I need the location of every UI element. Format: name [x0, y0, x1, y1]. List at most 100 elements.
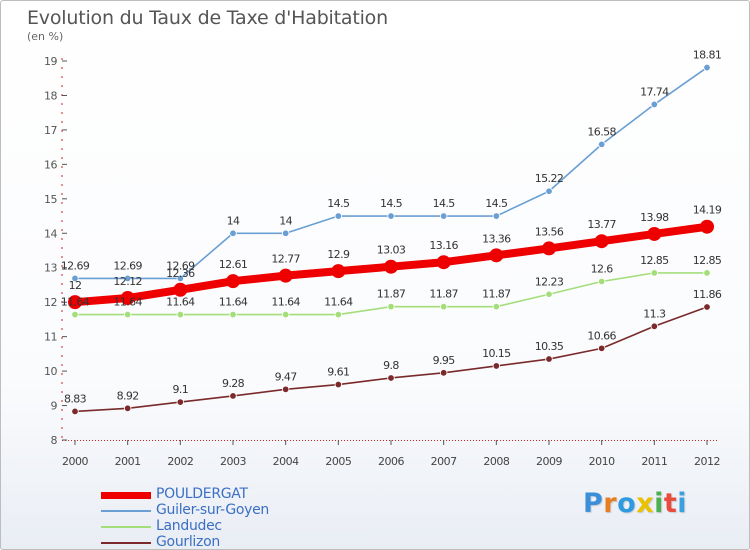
point-guiler-sur-goyen-2012 [703, 63, 711, 72]
legend-swatch-landudec [101, 526, 151, 528]
y-tick-label-8: 8 [51, 434, 58, 447]
data-label-guiler-sur-goyen-2006: 14.5 [380, 197, 403, 210]
point-pouldergat-2007 [436, 255, 451, 270]
point-guiler-sur-goyen-2009 [545, 187, 553, 195]
data-label-guiler-sur-goyen-2008: 14.5 [485, 197, 508, 210]
x-tick-label-2010: 2010 [589, 455, 615, 468]
data-label-landudec-2011: 12.85 [640, 254, 669, 267]
legend-label-landudec: Landudec [156, 518, 222, 534]
x-tick-label-2006: 2006 [378, 455, 404, 468]
point-pouldergat-2011 [647, 226, 662, 241]
data-label-pouldergat-2003: 12.61 [219, 258, 248, 271]
legend-label-pouldergat: POULDERGAT [156, 486, 248, 502]
point-pouldergat-2003 [226, 274, 240, 289]
point-landudec-2010 [597, 277, 606, 286]
point-landudec-2007 [439, 302, 448, 311]
logo-letter-4: i [654, 488, 664, 519]
point-guiler-sur-goyen-2011 [650, 100, 659, 109]
legend-label-gourlizon: Gourlizon [156, 534, 220, 550]
data-label-gourlizon-2010: 10.66 [587, 329, 616, 342]
point-pouldergat-2006 [384, 259, 398, 274]
data-label-guiler-sur-goyen-2003: 14 [227, 214, 240, 227]
data-label-guiler-sur-goyen-2001: 12.69 [113, 259, 142, 272]
data-label-landudec-2004: 11.64 [271, 296, 300, 309]
x-tick-label-2000: 2000 [62, 455, 88, 468]
point-pouldergat-2009 [542, 241, 556, 256]
point-landudec-2000 [71, 310, 79, 319]
data-label-gourlizon-2002: 9.1 [172, 383, 188, 396]
point-pouldergat-2001 [120, 291, 135, 306]
data-label-pouldergat-2009: 13.56 [535, 225, 564, 238]
x-tick-label-2008: 2008 [483, 455, 509, 468]
logo-letter-2: o [617, 488, 637, 519]
data-label-landudec-2007: 11.87 [429, 288, 458, 301]
data-label-guiler-sur-goyen-2009: 15.22 [535, 172, 564, 185]
x-tick-label-2001: 2001 [115, 455, 141, 468]
y-tick-label-16: 16 [44, 158, 57, 171]
data-label-gourlizon-2000: 8.83 [64, 392, 87, 405]
y-tick-label-11: 11 [44, 331, 57, 344]
y-tick-label-12: 12 [44, 296, 57, 309]
data-label-guiler-sur-goyen-2011: 17.74 [640, 85, 669, 98]
chart-title: Evolution du Taux de Taxe d'Habitation [27, 7, 388, 29]
point-pouldergat-2000 [68, 295, 82, 310]
point-gourlizon-2004 [281, 385, 290, 394]
point-pouldergat-2008 [489, 248, 504, 263]
y-tick-label-15: 15 [44, 193, 57, 206]
point-pouldergat-2010 [594, 234, 609, 249]
y-tick-label-19: 19 [44, 55, 57, 68]
data-label-landudec-2010: 12.6 [591, 263, 614, 276]
data-label-gourlizon-2009: 10.35 [535, 340, 564, 353]
data-label-landudec-2006: 11.87 [377, 288, 406, 301]
data-label-guiler-sur-goyen-2004: 14 [279, 214, 292, 227]
data-label-gourlizon-2007: 9.95 [433, 354, 456, 367]
point-guiler-sur-goyen-2007 [439, 212, 448, 220]
point-pouldergat-2004 [278, 268, 293, 283]
point-gourlizon-2010 [597, 344, 606, 353]
point-pouldergat-2012 [700, 219, 714, 234]
point-guiler-sur-goyen-2003 [229, 229, 237, 237]
data-label-pouldergat-2002: 12.36 [166, 267, 195, 280]
x-tick-label-2007: 2007 [431, 455, 457, 468]
point-landudec-2001 [123, 310, 132, 319]
point-gourlizon-2005 [334, 380, 343, 389]
point-gourlizon-2006 [387, 374, 395, 382]
legend-swatch-guiler [101, 510, 151, 512]
data-label-gourlizon-2005: 9.61 [327, 366, 349, 379]
legend-label-guiler: Guiler-sur-Goyen [156, 502, 270, 518]
point-gourlizon-2011 [650, 322, 659, 330]
x-tick-label-2012: 2012 [694, 455, 720, 468]
data-label-gourlizon-2004: 9.47 [275, 370, 298, 383]
logo-letter-6: i [677, 488, 688, 519]
point-landudec-2003 [229, 310, 237, 319]
data-label-landudec-2012: 12.85 [693, 254, 722, 267]
chart-subtitle: (en %) [27, 30, 64, 43]
data-label-gourlizon-2012: 11.86 [693, 288, 722, 301]
x-tick-label-2011: 2011 [641, 455, 667, 468]
data-label-landudec-2001: 11.64 [113, 296, 142, 309]
x-tick-label-2009: 2009 [536, 455, 562, 468]
point-guiler-sur-goyen-2000 [71, 274, 79, 283]
logo-letter-3: x [636, 488, 655, 519]
point-gourlizon-2003 [229, 392, 237, 400]
logo-letter-1: r [603, 488, 618, 519]
x-tick-label-2002: 2002 [167, 455, 193, 468]
point-landudec-2002 [176, 310, 185, 319]
data-label-landudec-2002: 11.64 [166, 296, 195, 309]
y-tick-label-9: 9 [51, 400, 58, 413]
y-tick-label-10: 10 [44, 365, 57, 378]
data-label-landudec-2005: 11.64 [324, 296, 353, 309]
proxiti-logo: Proxiti [583, 488, 687, 519]
point-gourlizon-2000 [71, 407, 79, 416]
x-tick-label-2003: 2003 [220, 455, 246, 468]
point-gourlizon-2008 [492, 362, 501, 370]
point-gourlizon-2007 [439, 369, 448, 377]
data-label-guiler-sur-goyen-2012: 18.81 [693, 49, 722, 62]
data-label-pouldergat-2005: 12.9 [327, 248, 350, 261]
point-guiler-sur-goyen-2010 [597, 140, 606, 149]
point-guiler-sur-goyen-2006 [387, 212, 395, 220]
data-label-landudec-2003: 11.64 [219, 296, 248, 309]
point-landudec-2012 [703, 269, 711, 277]
data-label-gourlizon-2011: 11.3 [643, 307, 666, 320]
